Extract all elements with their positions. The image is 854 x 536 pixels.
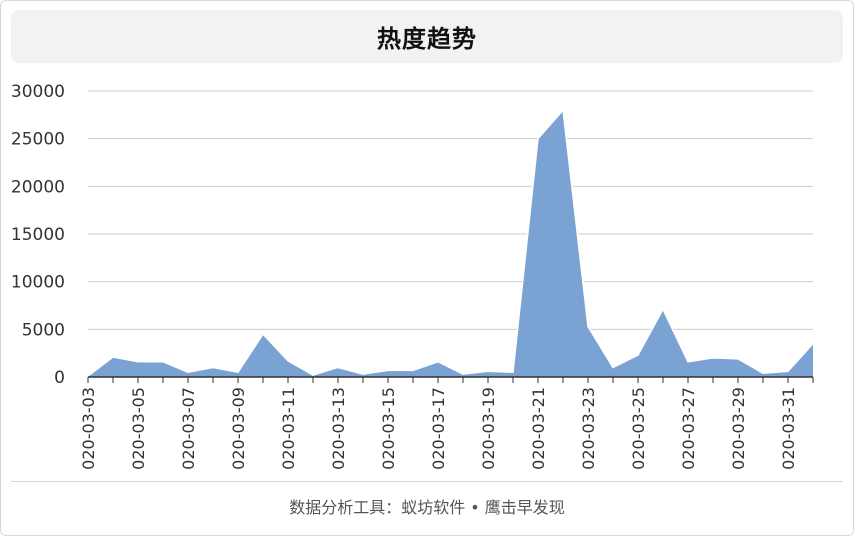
x-tick-label: 020-03-19 bbox=[479, 387, 498, 470]
data-point bbox=[137, 360, 139, 363]
data-point bbox=[512, 371, 514, 374]
data-point bbox=[387, 369, 389, 372]
title-bar: 热度趋势 bbox=[11, 10, 843, 63]
x-tick-label: 020-03-21 bbox=[529, 387, 548, 470]
footer-credit: 数据分析工具：蚁坊软件 • 鹰击早发现 bbox=[289, 498, 565, 517]
y-tick-label: 20000 bbox=[11, 177, 65, 197]
series-line bbox=[87, 108, 814, 377]
data-point bbox=[462, 373, 464, 375]
x-tick-label: 020-03-27 bbox=[679, 387, 698, 470]
y-tick-label: 5000 bbox=[22, 320, 65, 340]
x-tick-label: 020-03-09 bbox=[229, 387, 248, 470]
data-point bbox=[412, 369, 414, 372]
x-tick-label: 020-03-07 bbox=[179, 387, 198, 470]
data-point bbox=[262, 333, 264, 335]
x-tick-label: 020-03-25 bbox=[629, 387, 648, 470]
x-tick-label: 020-03-15 bbox=[379, 387, 398, 470]
data-point bbox=[112, 356, 114, 358]
data-point bbox=[637, 354, 639, 356]
y-tick-label: 15000 bbox=[11, 225, 65, 245]
data-point bbox=[487, 370, 489, 373]
data-point bbox=[712, 357, 714, 359]
y-tick-label: 25000 bbox=[11, 130, 65, 150]
data-point bbox=[187, 371, 189, 374]
data-point bbox=[162, 360, 164, 363]
data-point bbox=[362, 373, 364, 375]
data-point bbox=[312, 374, 314, 376]
data-point bbox=[787, 370, 789, 373]
x-tick-label: 020-03-05 bbox=[129, 387, 148, 470]
data-point bbox=[562, 109, 564, 111]
data-point bbox=[337, 366, 339, 369]
x-axis: 020-03-03 020-03-05 020-03-07 020-03-09 020-… bbox=[79, 376, 814, 470]
y-axis-labels: 0 5000 10000 15000 20000 25000 30000 bbox=[11, 82, 65, 388]
data-point bbox=[212, 366, 214, 369]
data-point bbox=[537, 137, 539, 140]
y-tick-label: 0 bbox=[54, 368, 65, 388]
x-tick-label: 020-03-31 bbox=[779, 387, 798, 470]
data-point bbox=[812, 342, 814, 345]
data-point bbox=[737, 358, 739, 360]
x-tick-label: 020-03-13 bbox=[329, 387, 348, 470]
grid-lines bbox=[88, 90, 813, 330]
data-point bbox=[612, 366, 614, 369]
data-point bbox=[437, 360, 439, 363]
data-point bbox=[762, 372, 764, 374]
data-point bbox=[587, 325, 589, 328]
area-layer bbox=[87, 108, 814, 377]
area-fill bbox=[88, 110, 813, 377]
y-tick-label: 30000 bbox=[11, 82, 65, 102]
data-point bbox=[287, 359, 289, 362]
x-tick-label: 020-03-29 bbox=[729, 387, 748, 470]
data-point bbox=[237, 371, 239, 374]
y-tick-label: 10000 bbox=[11, 273, 65, 293]
x-tick-label: 020-03-11 bbox=[279, 387, 298, 470]
x-tick-label: 020-03-23 bbox=[579, 387, 598, 470]
data-point bbox=[662, 308, 664, 311]
chart-title: 热度趋势 bbox=[377, 25, 477, 53]
x-tick-label: 020-03-17 bbox=[429, 387, 448, 470]
x-tick-label: 020-03-03 bbox=[79, 387, 98, 470]
footer-divider bbox=[11, 481, 843, 482]
data-point bbox=[687, 360, 689, 363]
